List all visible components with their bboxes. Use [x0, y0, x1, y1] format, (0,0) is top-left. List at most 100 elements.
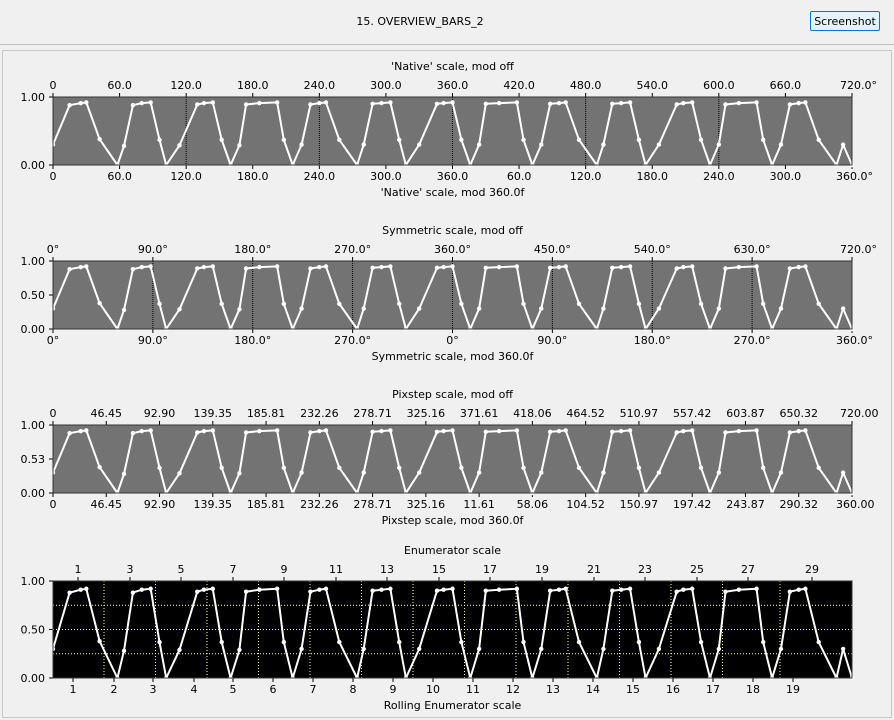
- data-point: [754, 586, 759, 591]
- data-point: [736, 428, 742, 434]
- bottom-tick-label: 1: [70, 683, 77, 696]
- y-tick-label: 0.50: [21, 624, 46, 637]
- data-point: [417, 646, 422, 652]
- data-point: [417, 306, 422, 311]
- data-point: [539, 142, 544, 147]
- data-point: [281, 137, 287, 143]
- data-point: [547, 265, 553, 270]
- data-point: [450, 264, 455, 269]
- data-point: [754, 264, 759, 269]
- chart-title: Symmetric scale, mod off: [382, 224, 523, 237]
- bottom-tick-label: 90.0°: [537, 334, 567, 347]
- data-point: [803, 428, 808, 433]
- data-point: [476, 646, 482, 652]
- data-point: [761, 639, 766, 645]
- data-point: [317, 428, 322, 434]
- data-point: [459, 639, 464, 645]
- data-point: [243, 430, 249, 435]
- bottom-tick-label: 7: [310, 683, 317, 696]
- data-point: [796, 428, 801, 434]
- data-point: [556, 587, 562, 592]
- bottom-tick-label: 180.0°: [634, 334, 671, 347]
- data-point: [417, 142, 422, 147]
- data-point: [157, 301, 162, 307]
- data-point: [148, 586, 153, 591]
- data-point: [121, 143, 127, 149]
- data-point: [195, 589, 200, 594]
- data-point: [370, 101, 375, 107]
- top-tick-label: 60.0: [107, 79, 132, 92]
- data-point: [97, 638, 102, 644]
- bottom-tick-label: 270.0°: [334, 334, 371, 347]
- data-point: [317, 587, 322, 592]
- data-point: [778, 306, 784, 311]
- data-point: [547, 588, 553, 593]
- data-point: [576, 465, 582, 471]
- data-point: [690, 264, 695, 269]
- data-point: [121, 648, 127, 654]
- data-point: [417, 470, 422, 475]
- bottom-tick-label: 360.0°: [836, 334, 873, 347]
- bottom-tick-label: 180.0: [237, 170, 269, 183]
- data-point: [281, 301, 287, 307]
- data-point: [476, 306, 482, 311]
- data-point: [627, 428, 633, 433]
- data-point: [576, 137, 582, 143]
- data-point: [157, 639, 162, 645]
- bottom-tick-label: 0: [50, 170, 57, 183]
- data-point: [690, 586, 695, 591]
- y-tick-label: 0.50: [21, 289, 46, 302]
- data-point: [308, 102, 313, 107]
- bottom-tick-label: 9: [390, 683, 397, 696]
- top-tick-label: 7: [230, 563, 237, 576]
- bottom-tick-label: 3: [150, 683, 157, 696]
- data-point: [778, 646, 784, 652]
- bottom-tick-label: 16: [666, 683, 680, 696]
- top-tick-label: 540.0: [637, 79, 669, 92]
- top-tick-label: 25: [690, 563, 704, 576]
- bottom-tick-label: 90.0°: [138, 334, 168, 347]
- data-point: [816, 465, 821, 471]
- data-point: [761, 465, 766, 471]
- top-tick-label: 13: [380, 563, 394, 576]
- top-tick-label: 21: [587, 563, 601, 576]
- data-point: [201, 587, 207, 592]
- bottom-tick-label: 14: [586, 683, 600, 696]
- y-tick-label: 1.00: [21, 255, 46, 268]
- data-point: [840, 306, 846, 311]
- data-point: [130, 590, 136, 595]
- data-point: [787, 589, 793, 594]
- top-tick-label: 325.16: [407, 407, 446, 420]
- top-tick-label: 360.0: [437, 79, 469, 92]
- bottom-tick-label: 17: [706, 683, 720, 696]
- top-tick-label: 17: [483, 563, 497, 576]
- top-tick-label: 180.0: [237, 79, 269, 92]
- data-point: [690, 100, 695, 105]
- bottom-tick-label: 240.0: [703, 170, 735, 183]
- data-point: [539, 306, 544, 311]
- screenshot-button[interactable]: Screenshot: [810, 11, 880, 31]
- data-point: [674, 102, 679, 107]
- data-point: [177, 307, 182, 312]
- data-point: [674, 430, 679, 435]
- data-point: [219, 301, 224, 307]
- data-point: [441, 100, 446, 106]
- data-point: [736, 100, 742, 106]
- bottom-tick-label: 60.0: [507, 170, 532, 183]
- bottom-tick-label: 240.0: [304, 170, 336, 183]
- data-point: [299, 306, 304, 311]
- data-point: [803, 100, 808, 105]
- data-point: [496, 428, 502, 434]
- data-point: [299, 142, 304, 147]
- data-point: [274, 586, 280, 591]
- data-point: [618, 100, 624, 106]
- top-tick-label: 29: [805, 563, 819, 576]
- data-point: [698, 639, 704, 645]
- top-tick-label: 46.45: [91, 407, 123, 420]
- top-tick-label: 630.0°: [734, 243, 771, 256]
- data-point: [656, 306, 662, 311]
- top-tick-label: 420.0: [503, 79, 535, 92]
- data-point: [816, 137, 821, 143]
- data-point: [539, 470, 544, 475]
- data-point: [723, 266, 728, 271]
